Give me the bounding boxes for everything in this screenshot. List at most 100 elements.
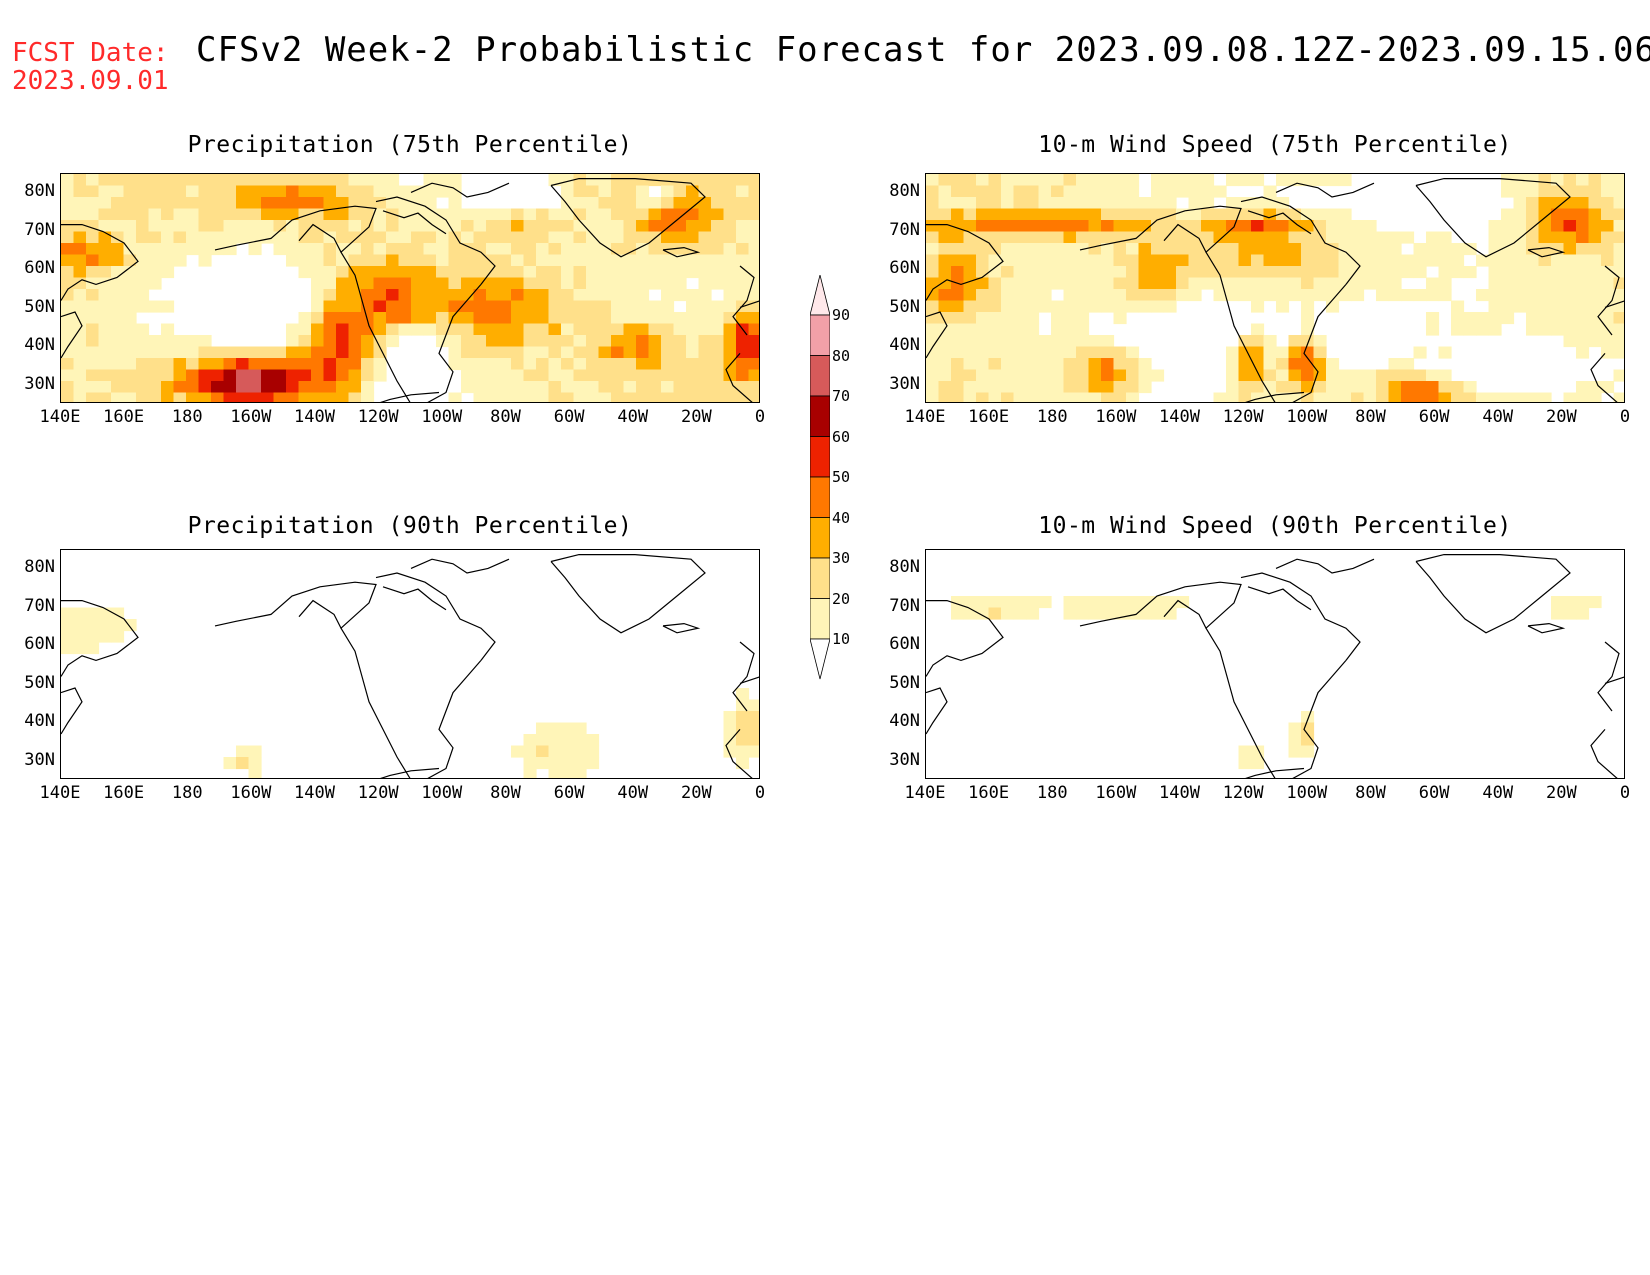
prob-cell <box>1101 231 1115 244</box>
prob-cell <box>1126 220 1140 233</box>
prob-cell <box>698 243 712 256</box>
prob-cell <box>1201 231 1215 244</box>
prob-cell <box>1576 231 1590 244</box>
prob-cell <box>236 369 250 382</box>
prob-cell <box>1363 231 1377 244</box>
prob-cell <box>523 734 537 747</box>
lat-label: 30N <box>24 373 55 394</box>
prob-cell <box>1051 381 1065 394</box>
prob-cell <box>198 254 212 267</box>
prob-cell <box>1301 174 1315 187</box>
prob-cell <box>1088 174 1102 187</box>
prob-cell <box>473 266 487 279</box>
prob-cell <box>661 266 675 279</box>
prob-cell <box>161 266 175 279</box>
prob-cell <box>686 335 700 348</box>
prob-cell <box>1001 231 1015 244</box>
prob-cell <box>148 185 162 198</box>
prob-cell <box>963 596 977 609</box>
prob-cell <box>548 358 562 371</box>
prob-cell <box>311 392 325 402</box>
prob-cell <box>1563 243 1577 256</box>
prob-cell <box>1288 335 1302 348</box>
prob-cell <box>348 346 362 359</box>
prob-cell <box>1026 346 1040 359</box>
prob-cell <box>86 619 100 632</box>
lon-label: 180 <box>1036 783 1068 803</box>
prob-cell <box>1226 369 1240 382</box>
prob-cell <box>1001 312 1015 325</box>
prob-cell <box>1213 243 1227 256</box>
prob-cell <box>1613 346 1624 359</box>
prob-cell <box>1251 392 1265 402</box>
prob-cell <box>473 392 487 402</box>
prob-cell <box>711 392 725 402</box>
coastline <box>1079 205 1242 254</box>
prob-cell <box>636 266 650 279</box>
prob-cell <box>373 335 387 348</box>
prob-cell <box>1001 289 1015 302</box>
prob-cell <box>561 734 575 747</box>
prob-cell <box>736 208 750 221</box>
prob-cell <box>1113 174 1127 187</box>
prob-cell <box>1476 254 1490 267</box>
prob-cell <box>111 266 125 279</box>
prob-cell <box>448 254 462 267</box>
prob-cell <box>963 243 977 256</box>
prob-cell <box>361 277 375 290</box>
prob-cell <box>1301 335 1315 348</box>
prob-cell <box>1613 289 1624 302</box>
prob-cell <box>548 323 562 336</box>
prob-cell <box>536 231 550 244</box>
prob-cell <box>586 358 600 371</box>
prob-cell <box>1288 277 1302 290</box>
prob-cell <box>1038 254 1052 267</box>
prob-cell <box>1001 607 1015 620</box>
prob-cell <box>661 277 675 290</box>
prob-cell <box>1051 335 1065 348</box>
prob-cell <box>1226 208 1240 221</box>
prob-cell <box>111 208 125 221</box>
prob-cell <box>1301 722 1315 735</box>
prob-cell <box>1113 358 1127 371</box>
prob-cell <box>486 208 500 221</box>
prob-cell <box>1588 289 1602 302</box>
lon-label: 140E <box>39 783 81 803</box>
prob-cell <box>1388 243 1402 256</box>
prob-cell <box>1576 220 1590 233</box>
prob-cell <box>1126 381 1140 394</box>
prob-cell <box>1463 323 1477 336</box>
panel-title-precip90: Precipitation (90th Percentile) <box>187 513 633 539</box>
prob-cell <box>1126 607 1140 620</box>
prob-cell <box>86 381 100 394</box>
prob-cell <box>1113 289 1127 302</box>
prob-cell <box>976 231 990 244</box>
prob-cell <box>373 289 387 302</box>
prob-cell <box>1563 197 1577 210</box>
prob-cell <box>1538 220 1552 233</box>
prob-cell <box>1488 392 1502 402</box>
prob-cell <box>1413 381 1427 394</box>
prob-cell <box>748 711 759 724</box>
prob-cell <box>1588 243 1602 256</box>
prob-cell <box>436 323 450 336</box>
prob-cell <box>988 300 1002 313</box>
prob-cell <box>686 323 700 336</box>
prob-cell <box>111 369 125 382</box>
prob-cell <box>1338 266 1352 279</box>
prob-cell <box>61 300 75 313</box>
prob-cell <box>951 266 965 279</box>
prob-cell <box>1213 220 1227 233</box>
prob-cell <box>1338 381 1352 394</box>
coastline <box>375 572 496 661</box>
prob-cell <box>573 312 587 325</box>
prob-cell <box>711 335 725 348</box>
prob-cell <box>173 381 187 394</box>
prob-cell <box>1563 277 1577 290</box>
prob-cell <box>1038 335 1052 348</box>
prob-cell <box>723 174 737 187</box>
prob-cell <box>1076 208 1090 221</box>
prob-cell <box>1076 300 1090 313</box>
prob-cell <box>1313 392 1327 402</box>
prob-cell <box>111 381 125 394</box>
